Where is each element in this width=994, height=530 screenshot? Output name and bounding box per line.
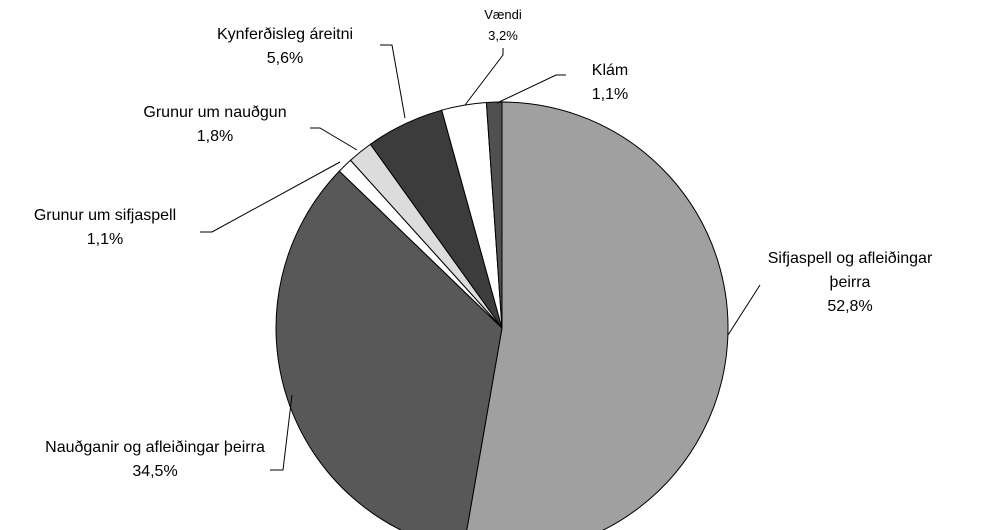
pie-slice [275,170,503,530]
leader-line [496,74,566,104]
category-label: Kynferðisleg áreitni [216,26,354,43]
slice-label: Grunur um sifjaspell 1,1% [0,204,215,252]
category-label: Vændi [484,7,522,22]
value-label: 1,8% [196,128,234,145]
value-label: 1,1% [591,86,629,103]
leader-line [310,127,358,151]
slice-label: Sifjaspell og afleiðingar þeirra 52,8% [755,247,945,319]
category-label: Nauðganir og afleiðingar þeirra [45,439,265,456]
category-label: Klám [591,62,629,79]
leader-line [380,44,406,119]
category-label: Grunur um nauðgun [143,104,287,121]
value-label: 3,2% [488,28,518,43]
value-label: 1,1% [86,231,124,248]
leader-line [727,284,761,336]
pie-slice [485,101,503,329]
category-label: Grunur um sifjaspell [33,207,177,224]
value-label: 5,6% [266,50,304,67]
slice-label: Vændi 3,2% [463,4,543,46]
pie-slice [466,101,729,530]
leader-line [270,394,293,471]
leader-line [464,48,504,106]
slice-label: Nauðganir og afleiðingar þeirra 34,5% [30,436,280,484]
slice-label: Grunur um nauðgun 1,8% [105,101,325,149]
value-label: 52,8% [827,298,873,315]
category-label: Sifjaspell og afleiðingar þeirra [767,250,933,291]
slice-label: Klám 1,1% [570,59,650,107]
leader-line [200,161,341,233]
value-label: 34,5% [132,463,178,480]
slice-label: Kynferðisleg áreitni 5,6% [175,23,395,71]
